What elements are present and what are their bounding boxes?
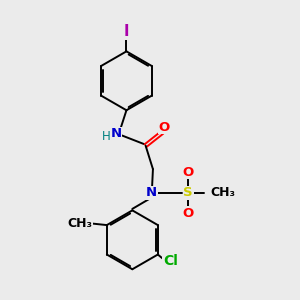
Text: O: O — [183, 207, 194, 220]
Text: CH₃: CH₃ — [210, 186, 236, 199]
Text: I: I — [124, 24, 129, 39]
Text: O: O — [183, 166, 194, 178]
Text: N: N — [146, 186, 157, 199]
Text: O: O — [158, 121, 169, 134]
Text: H: H — [102, 130, 111, 143]
Text: Cl: Cl — [163, 254, 178, 268]
Text: S: S — [184, 186, 193, 199]
Text: N: N — [111, 127, 122, 140]
Text: CH₃: CH₃ — [67, 217, 92, 230]
